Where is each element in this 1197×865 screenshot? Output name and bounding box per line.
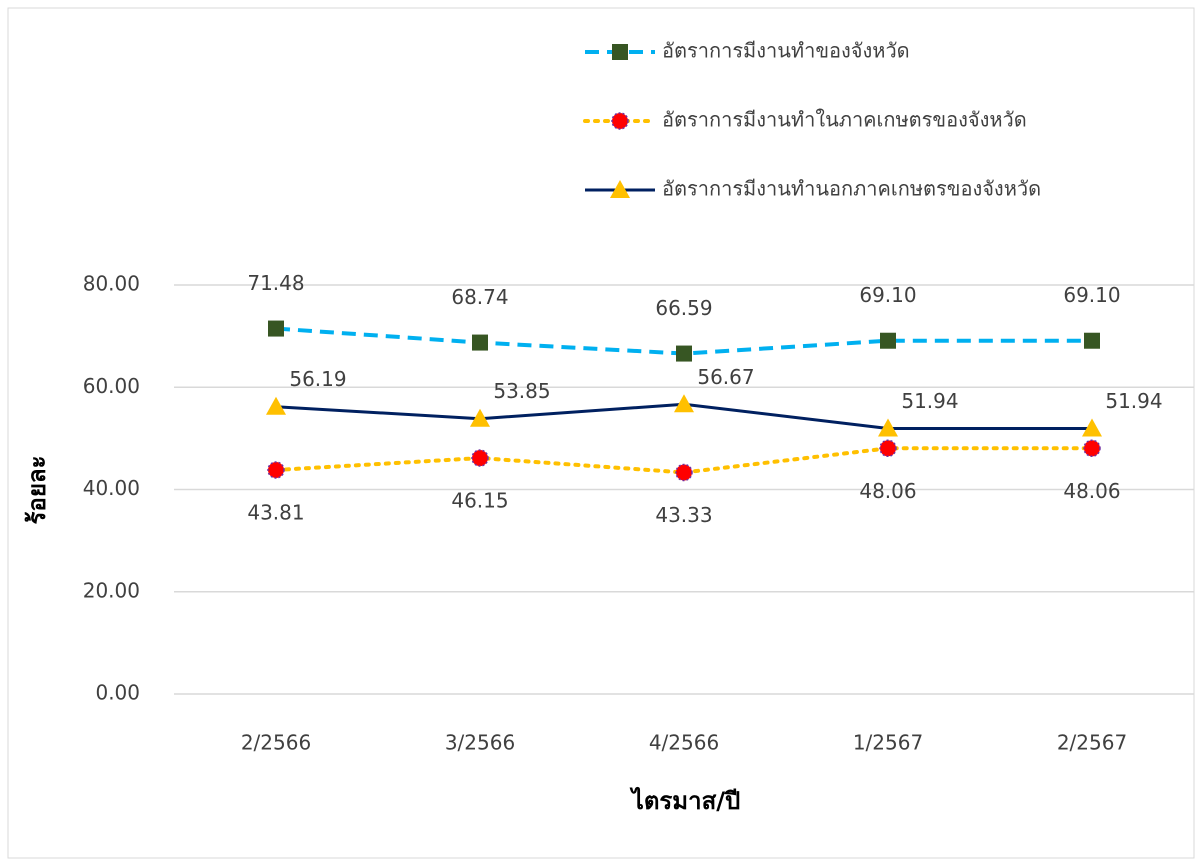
x-axis-title: ไตรมาส/ปี	[629, 786, 741, 815]
data-point	[1084, 332, 1100, 349]
y-tick-label: 0.00	[95, 681, 140, 705]
legend-marker	[612, 44, 628, 60]
chart-border	[7, 7, 1195, 859]
data-point	[674, 394, 694, 413]
data-label: 51.94	[1105, 389, 1162, 413]
data-label: 66.59	[655, 296, 712, 320]
y-tick-label: 20.00	[83, 578, 140, 602]
data-label: 46.15	[451, 489, 508, 513]
legend-label: อัตราการมีงานทำนอกภาคเกษตรของจังหวัด	[662, 177, 1041, 201]
y-tick-label: 60.00	[83, 374, 140, 398]
x-tick-label: 1/2567	[853, 731, 923, 755]
x-tick-label: 2/2566	[241, 731, 311, 755]
y-axis-title: ร้อยละ	[23, 456, 51, 525]
data-label: 69.10	[859, 283, 916, 307]
data-point	[472, 334, 488, 351]
legend-label: อัตราการมีงานทำในภาคเกษตรของจังหวัด	[662, 108, 1027, 132]
data-point	[471, 449, 489, 467]
data-point	[267, 461, 285, 479]
x-tick-label: 3/2566	[445, 731, 515, 755]
data-point	[1083, 439, 1101, 458]
data-label: 51.94	[901, 389, 958, 413]
data-label: 68.74	[451, 285, 508, 309]
x-tick-label: 2/2567	[1057, 731, 1127, 755]
data-label: 53.85	[493, 379, 550, 403]
data-point	[878, 418, 898, 437]
data-point	[880, 332, 896, 349]
data-point	[879, 439, 897, 458]
data-label: 56.19	[289, 367, 346, 391]
x-tick-label: 4/2566	[649, 731, 719, 755]
data-point	[1082, 418, 1102, 437]
data-point	[470, 408, 490, 427]
legend-marker	[611, 112, 629, 130]
data-label: 43.33	[655, 503, 712, 527]
data-point	[675, 463, 693, 482]
data-label: 56.67	[697, 365, 754, 389]
y-tick-label: 40.00	[83, 476, 140, 500]
data-label: 48.06	[1063, 479, 1120, 503]
legend-marker	[610, 180, 630, 198]
data-point	[676, 345, 692, 362]
data-label: 43.81	[247, 501, 304, 525]
legend-label: อัตราการมีงานทำของจังหวัด	[662, 39, 910, 63]
data-point	[268, 320, 284, 337]
y-tick-label: 80.00	[83, 272, 140, 296]
data-label: 71.48	[247, 271, 304, 295]
data-point	[266, 396, 286, 415]
data-label: 48.06	[859, 479, 916, 503]
data-label: 69.10	[1063, 283, 1120, 307]
